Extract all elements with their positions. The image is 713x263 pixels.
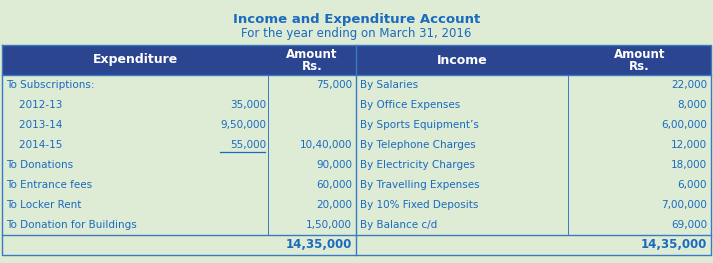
Text: By Telephone Charges: By Telephone Charges [360, 140, 476, 150]
Text: By Balance c/d: By Balance c/d [360, 220, 437, 230]
Text: 35,000: 35,000 [230, 100, 266, 110]
Text: Amount: Amount [614, 48, 665, 61]
Text: By Salaries: By Salaries [360, 80, 418, 90]
Text: Income: Income [436, 53, 488, 67]
Text: 2012-13: 2012-13 [6, 100, 62, 110]
Text: 20,000: 20,000 [316, 200, 352, 210]
Text: 60,000: 60,000 [316, 180, 352, 190]
Text: 6,000: 6,000 [677, 180, 707, 190]
Text: 2013-14: 2013-14 [6, 120, 62, 130]
Text: By Electricity Charges: By Electricity Charges [360, 160, 475, 170]
Text: 6,00,000: 6,00,000 [661, 120, 707, 130]
Text: 75,000: 75,000 [316, 80, 352, 90]
Text: Rs.: Rs. [302, 60, 322, 73]
Text: 1,50,000: 1,50,000 [306, 220, 352, 230]
Text: 7,00,000: 7,00,000 [661, 200, 707, 210]
Text: To Locker Rent: To Locker Rent [6, 200, 81, 210]
Text: Expenditure: Expenditure [93, 53, 178, 67]
Text: 2014-15: 2014-15 [6, 140, 62, 150]
Text: 9,50,000: 9,50,000 [220, 120, 266, 130]
Text: To Donations: To Donations [6, 160, 73, 170]
Text: 14,35,000: 14,35,000 [286, 239, 352, 251]
Text: For the year ending on March 31, 2016: For the year ending on March 31, 2016 [241, 27, 472, 40]
Text: Income and Expenditure Account: Income and Expenditure Account [233, 13, 480, 26]
Text: To Donation for Buildings: To Donation for Buildings [6, 220, 137, 230]
Text: 90,000: 90,000 [316, 160, 352, 170]
Bar [2, 45, 356, 75]
Text: 22,000: 22,000 [671, 80, 707, 90]
Text: 55,000: 55,000 [230, 140, 266, 150]
Text: By 10% Fixed Deposits: By 10% Fixed Deposits [360, 200, 478, 210]
Text: 14,35,000: 14,35,000 [640, 239, 707, 251]
Text: 8,000: 8,000 [677, 100, 707, 110]
Text: Amount: Amount [286, 48, 338, 61]
Text: 69,000: 69,000 [671, 220, 707, 230]
Text: 18,000: 18,000 [671, 160, 707, 170]
Bar [356, 45, 711, 75]
Text: By Travelling Expenses: By Travelling Expenses [360, 180, 480, 190]
Text: By Office Expenses: By Office Expenses [360, 100, 461, 110]
Text: To Entrance fees: To Entrance fees [6, 180, 92, 190]
Text: By Sports Equipment’s: By Sports Equipment’s [360, 120, 479, 130]
Text: To Subscriptions:: To Subscriptions: [6, 80, 95, 90]
Text: 12,000: 12,000 [671, 140, 707, 150]
Text: 10,40,000: 10,40,000 [299, 140, 352, 150]
Text: Rs.: Rs. [629, 60, 650, 73]
